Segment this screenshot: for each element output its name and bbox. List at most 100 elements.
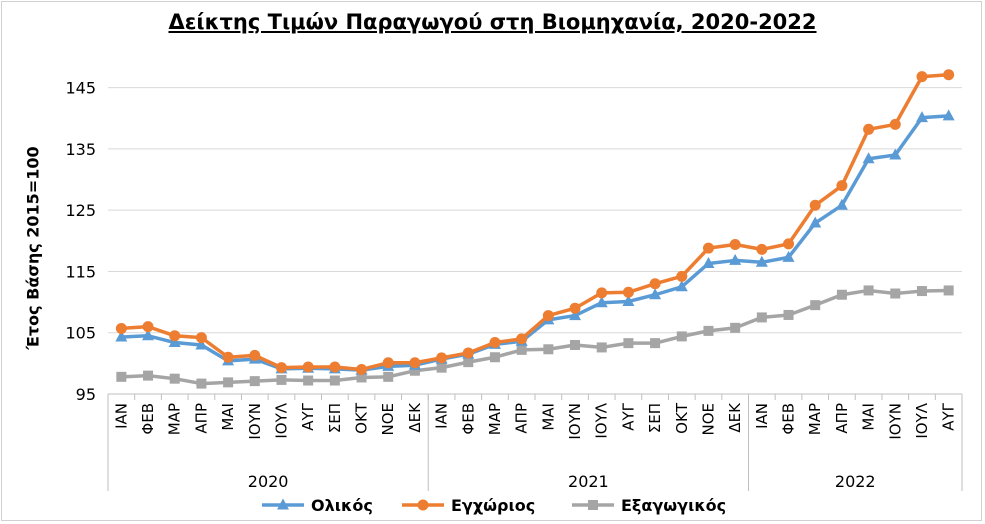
- x-tick-label: ΟΚΤ: [673, 402, 691, 434]
- x-tick-label: ΙΑΝ: [112, 403, 130, 429]
- data-point: [116, 371, 127, 382]
- y-tick-label: 135: [65, 140, 96, 159]
- data-point: [249, 376, 260, 387]
- series-3: [116, 285, 954, 389]
- data-point: [489, 352, 500, 363]
- data-point: [115, 330, 128, 342]
- x-tick-label: ΜΑΡ: [486, 403, 504, 435]
- legend-marker: [277, 498, 289, 510]
- data-point: [356, 372, 367, 383]
- x-tick-label: ΣΕΠ: [326, 403, 344, 433]
- data-point: [676, 331, 687, 342]
- data-point: [809, 216, 822, 228]
- data-point: [943, 69, 955, 81]
- data-point: [729, 238, 741, 250]
- data-point: [142, 329, 155, 341]
- data-point: [516, 344, 527, 355]
- x-tick-label: ΣΕΠ: [646, 403, 664, 433]
- data-point: [570, 339, 581, 350]
- data-point: [596, 342, 607, 353]
- x-tick-label: ΝΟΕ: [699, 403, 717, 436]
- x-tick-label: ΜΑΙ: [860, 403, 878, 431]
- data-point: [569, 309, 582, 321]
- data-point: [863, 123, 875, 135]
- x-tick-label: ΙΟΥΝ: [246, 403, 264, 440]
- chart-title: Δείκτης Τιμών Παραγωγού στη Βιομηχανία, …: [168, 10, 817, 34]
- data-point: [756, 243, 768, 255]
- data-point: [622, 286, 634, 298]
- x-tick-label: ΙΟΥΛ: [272, 402, 290, 438]
- x-tick-label: ΑΠΡ: [513, 403, 531, 434]
- y-tick-label: 105: [65, 324, 96, 343]
- data-point: [143, 370, 154, 381]
- series-2: [115, 69, 955, 375]
- data-point: [436, 352, 448, 364]
- data-point: [675, 280, 688, 292]
- y-tick-label: 125: [65, 201, 96, 220]
- data-point: [703, 325, 714, 336]
- x-tick-label: ΜΑΡ: [166, 403, 184, 435]
- data-point: [942, 109, 955, 121]
- x-tick-label: ΑΥΓ: [619, 402, 637, 430]
- x-tick-label: ΙΑΝ: [753, 403, 771, 429]
- data-point: [409, 365, 420, 376]
- data-point: [195, 338, 208, 350]
- y-tick-label: 95: [76, 385, 96, 404]
- data-point: [702, 256, 715, 268]
- data-point: [835, 198, 848, 210]
- data-point: [836, 180, 848, 192]
- data-point: [863, 285, 874, 296]
- data-point: [382, 357, 394, 369]
- y-tick-label: 145: [65, 79, 96, 98]
- data-point: [915, 111, 928, 123]
- data-point: [782, 250, 795, 262]
- x-tick-label: ΔΕΚ: [406, 402, 424, 433]
- legend-label: Εξαγωγικός: [621, 496, 726, 515]
- data-point: [836, 289, 847, 300]
- data-point: [516, 333, 528, 345]
- x-tick-label: ΦΕΒ: [139, 403, 157, 435]
- data-point: [890, 288, 901, 299]
- data-point: [810, 300, 821, 311]
- group-label: 2020: [248, 472, 289, 491]
- x-tick-label: ΦΕΒ: [459, 403, 477, 435]
- data-point: [195, 332, 207, 344]
- x-tick-label: ΙΟΥΛ: [913, 402, 931, 438]
- data-point: [383, 371, 394, 382]
- data-point: [463, 357, 474, 368]
- data-point: [889, 118, 901, 130]
- data-point: [489, 337, 501, 349]
- x-tick-label: ΑΠΡ: [192, 403, 210, 434]
- x-tick-label: ΙΟΥΝ: [886, 403, 904, 440]
- data-point: [916, 71, 928, 83]
- data-point: [329, 361, 341, 373]
- data-point: [756, 312, 767, 323]
- legend-marker: [588, 500, 598, 510]
- data-point: [809, 199, 821, 211]
- group-label: 2022: [835, 472, 876, 491]
- data-point: [569, 302, 581, 314]
- data-point: [169, 330, 181, 342]
- x-tick-label: ΜΑΙ: [539, 403, 557, 431]
- series-line: [121, 73, 949, 372]
- data-point: [783, 309, 794, 320]
- data-point: [889, 148, 902, 160]
- data-point: [223, 377, 234, 388]
- data-point: [276, 374, 287, 385]
- x-tick-label: ΑΠΡ: [833, 403, 851, 434]
- data-point: [222, 351, 234, 363]
- data-point: [783, 238, 795, 250]
- y-tick-label: 115: [65, 262, 96, 281]
- data-point: [755, 255, 768, 267]
- legend-label: Εγχώριος: [451, 496, 535, 515]
- x-tick-label: ΔΕΚ: [726, 402, 744, 433]
- data-point: [356, 363, 368, 375]
- data-point: [702, 242, 714, 254]
- data-point: [462, 347, 474, 359]
- legend-marker: [417, 499, 429, 511]
- series-line: [121, 114, 949, 372]
- x-tick-label: ΜΑΡ: [806, 403, 824, 435]
- data-point: [142, 321, 154, 333]
- group-label: 2021: [568, 472, 609, 491]
